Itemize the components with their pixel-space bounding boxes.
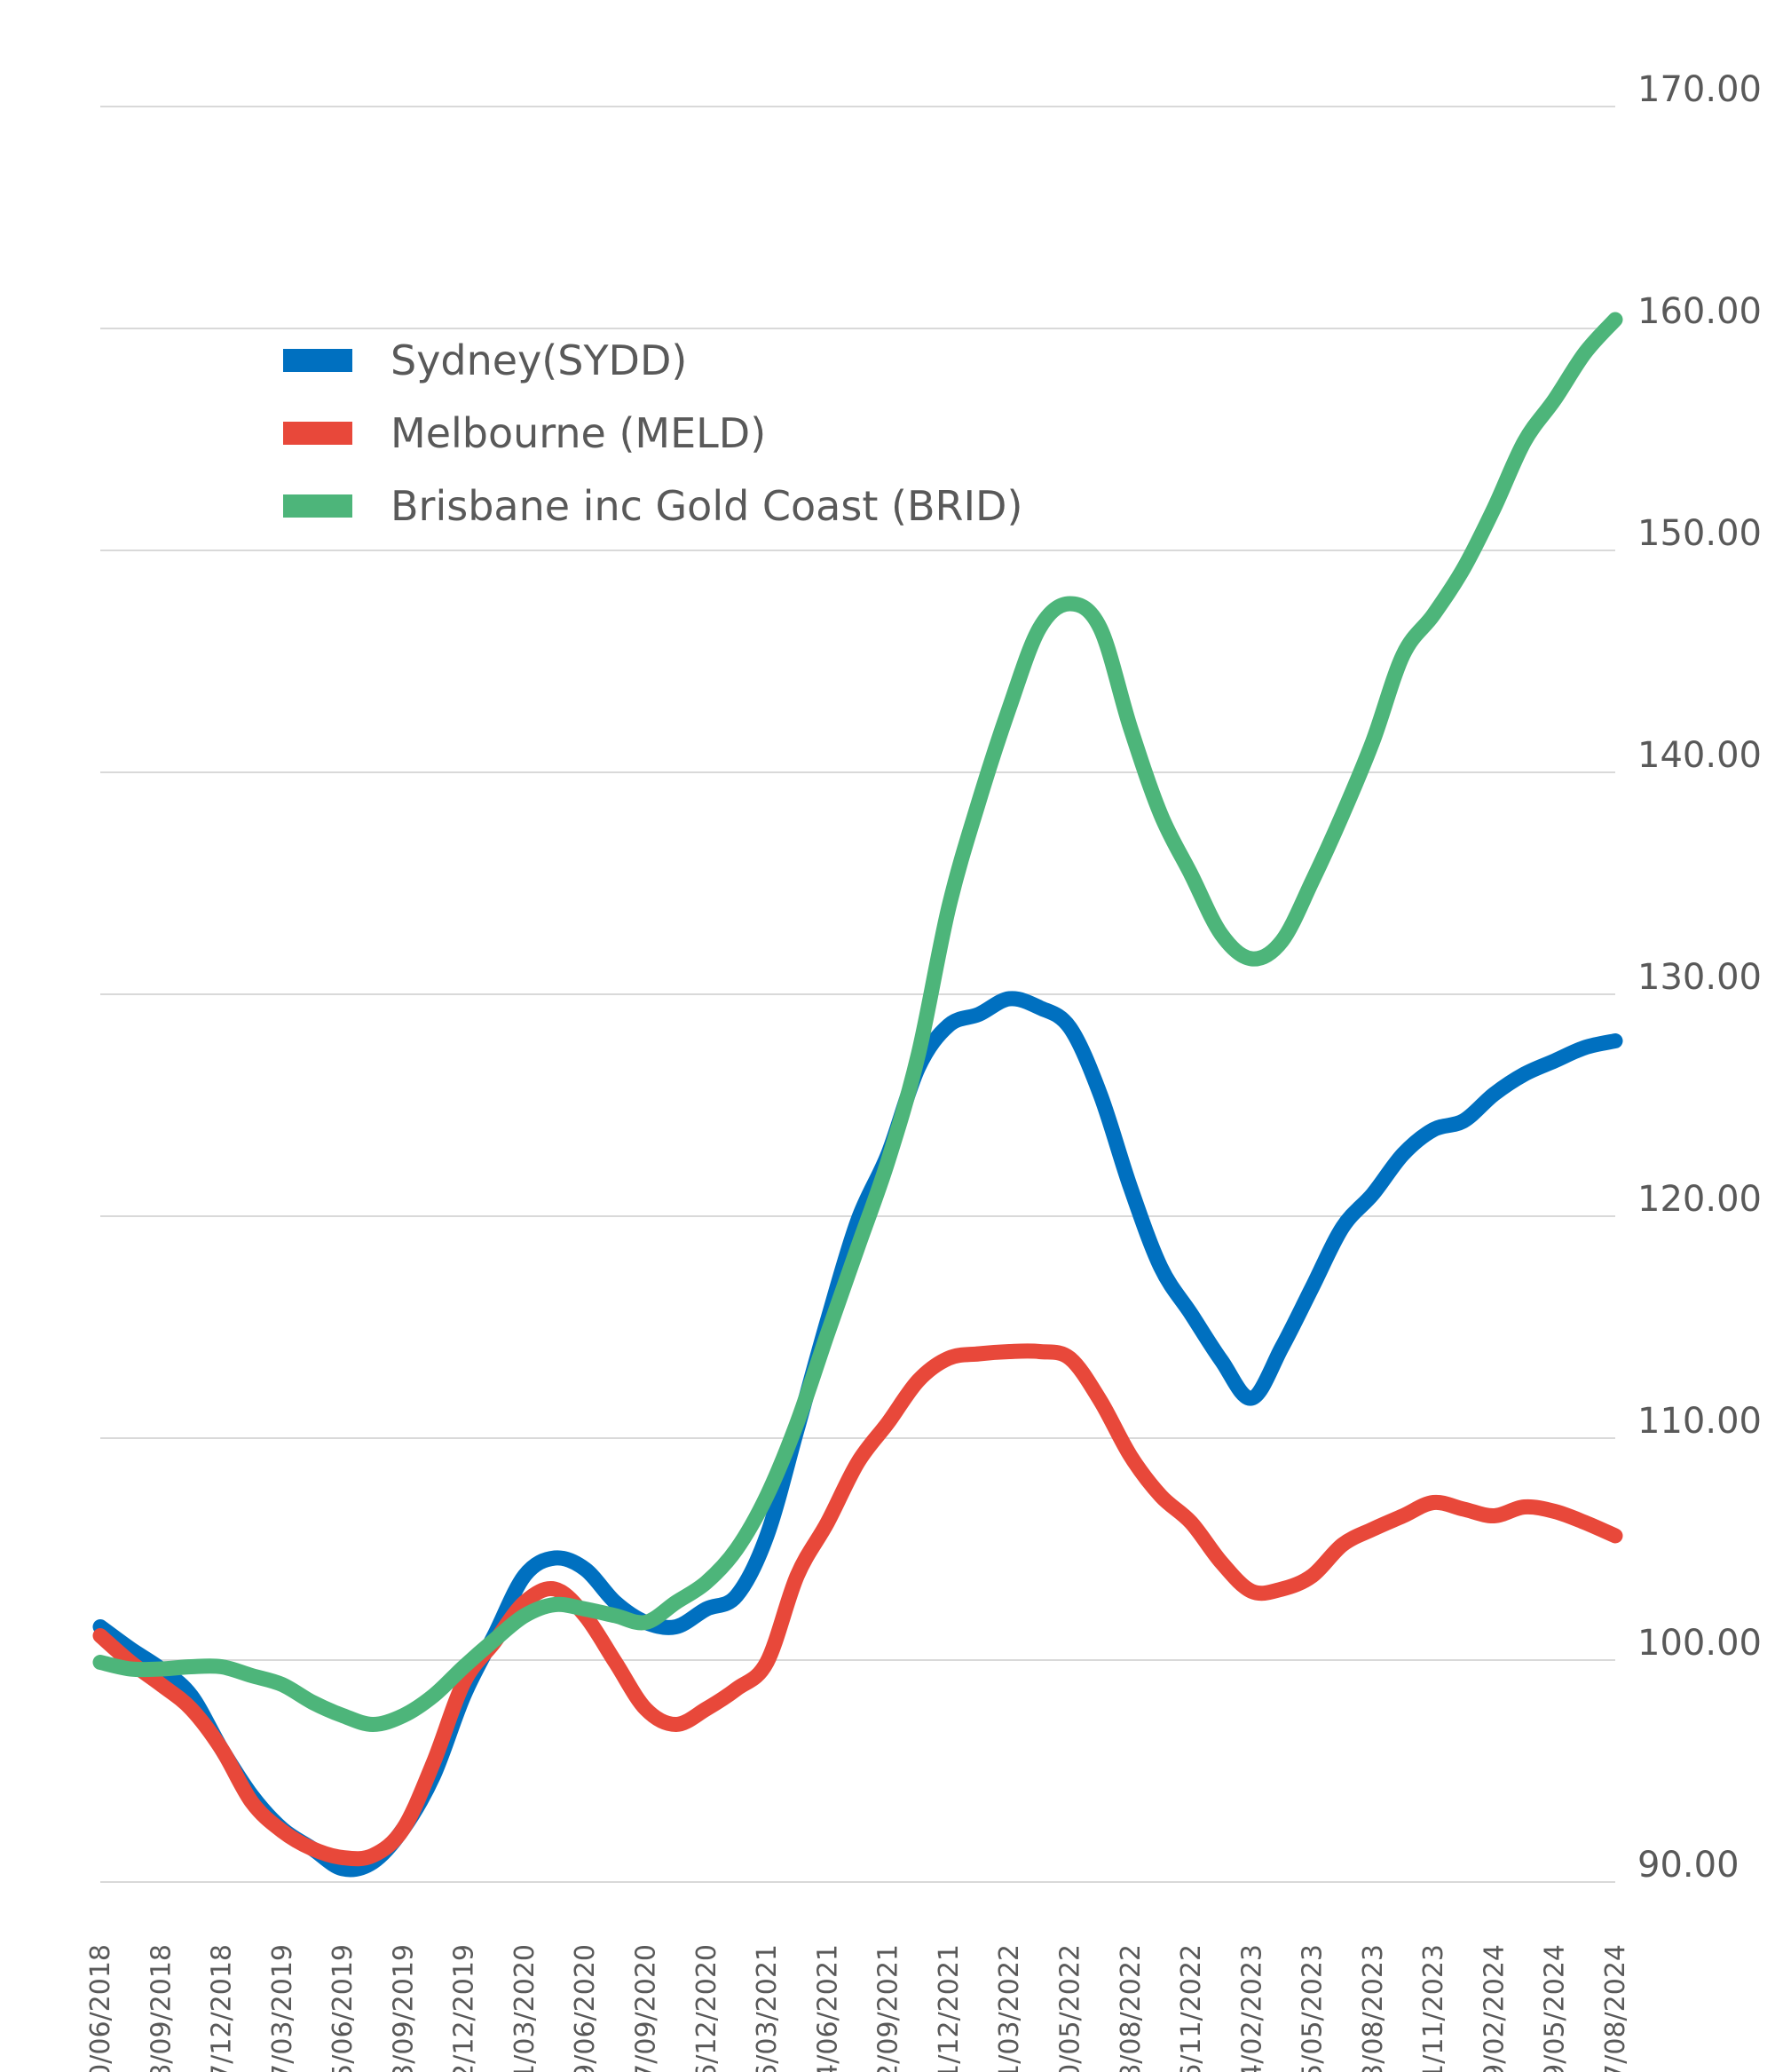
x-tick-label: 9/06/2020 xyxy=(570,1944,601,2072)
x-tick-label: 25/05/2023 xyxy=(1298,1944,1329,2072)
series-line-1 xyxy=(92,1343,1623,1867)
x-tick-label: 24/02/2023 xyxy=(1236,1944,1267,2072)
legend-label: Brisbane inc Gold Coast (BRID) xyxy=(390,482,1022,530)
y-tick-label: 120.00 xyxy=(1637,1179,1762,1220)
legend: Sydney(SYDD) Melbourne (MELD) Brisbane inc… xyxy=(283,336,1022,530)
gridlines xyxy=(100,106,1615,1883)
y-tick-label: 100.00 xyxy=(1637,1623,1762,1664)
y-tick-label: 90.00 xyxy=(1637,1845,1740,1886)
x-tick-label: 7/09/2020 xyxy=(631,1944,662,2072)
x-tick-label: 6/12/2020 xyxy=(691,1944,722,2072)
x-tick-label: 1/03/2022 xyxy=(994,1944,1025,2072)
y-tick-label: 170.00 xyxy=(1637,69,1762,110)
x-tick-label: 17/12/2018 xyxy=(207,1944,238,2072)
x-tick-label: 4/06/2021 xyxy=(812,1944,843,2072)
x-tick-label: 15/06/2019 xyxy=(327,1944,359,2072)
x-tick-label: 17/08/2024 xyxy=(1600,1944,1631,2072)
x-tick-label: 23/08/2023 xyxy=(1358,1944,1389,2072)
legend-label: Sydney(SYDD) xyxy=(390,336,687,384)
x-tick-label: 26/11/2022 xyxy=(1176,1944,1207,2072)
y-tick-label: 110.00 xyxy=(1637,1401,1762,1442)
y-tick-label: 160.00 xyxy=(1637,291,1762,332)
y-tick-label: 140.00 xyxy=(1637,735,1762,776)
x-tick-label: 19/02/2024 xyxy=(1479,1944,1510,2072)
legend-swatch xyxy=(283,349,352,372)
series-lines xyxy=(92,312,1623,1878)
x-axis: 20/06/2018 18/09/2018 17/12/2018 17/03/2019… xyxy=(85,1944,1631,2072)
x-tick-label: 6/03/2021 xyxy=(752,1944,783,2072)
y-axis: 90.00 100.00 110.00 120.00 130.00 140.00 150.0… xyxy=(1637,69,1762,1886)
x-tick-label: 13/09/2019 xyxy=(388,1944,419,2072)
x-tick-label: 18/09/2018 xyxy=(146,1944,177,2072)
x-tick-label: 20/06/2018 xyxy=(85,1944,116,2072)
legend-swatch xyxy=(283,422,352,445)
x-tick-label: 30/05/2022 xyxy=(1054,1944,1085,2072)
legend-swatch xyxy=(283,494,352,518)
y-tick-label: 150.00 xyxy=(1637,513,1762,554)
legend-label: Melbourne (MELD) xyxy=(390,409,766,457)
series-line-0 xyxy=(92,991,1623,1878)
x-tick-label: 2/09/2021 xyxy=(873,1944,904,2072)
x-tick-label: 17/03/2019 xyxy=(267,1944,298,2072)
x-tick-label: 21/11/2023 xyxy=(1418,1944,1449,2072)
series-line-2 xyxy=(92,312,1623,1732)
x-tick-label: 19/05/2024 xyxy=(1540,1944,1571,2072)
x-tick-label: 12/12/2019 xyxy=(449,1944,480,2072)
x-tick-label: 28/08/2022 xyxy=(1116,1944,1147,2072)
x-tick-label: 11/03/2020 xyxy=(509,1944,540,2072)
y-tick-label: 130.00 xyxy=(1637,957,1762,998)
x-tick-label: 1/12/2021 xyxy=(934,1944,965,2072)
